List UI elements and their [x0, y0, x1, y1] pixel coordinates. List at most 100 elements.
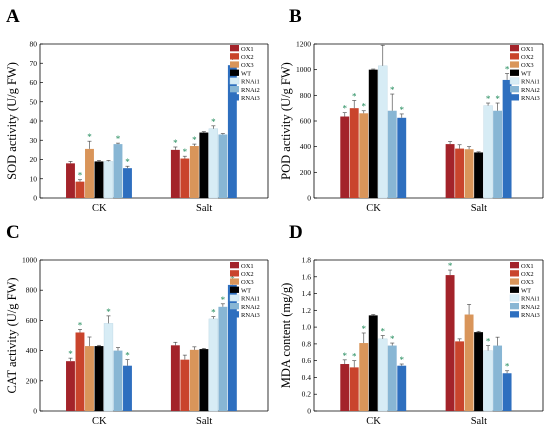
bar-RNAi1-CK — [378, 65, 388, 199]
y-tick-label: 400 — [300, 142, 312, 151]
significance-star: * — [486, 337, 491, 347]
y-tick-label: 400 — [26, 346, 38, 355]
y-tick-label: 200 — [26, 376, 38, 385]
bar-RNAi1-Salt — [208, 318, 219, 412]
legend-label-RNAi1: RNAi1 — [521, 296, 540, 303]
legend-label-OX3: OX3 — [241, 62, 254, 69]
legend-label-WT: WT — [241, 70, 251, 77]
bar-RNAi2-CK — [113, 350, 123, 411]
legend-label-OX2: OX2 — [521, 271, 534, 278]
legend-label-RNAi3: RNAi3 — [521, 312, 540, 319]
legend-swatch-OX3 — [510, 61, 519, 68]
bar-OX1-CK — [66, 361, 75, 411]
significance-star: * — [221, 295, 226, 305]
legend-swatch-RNAi2 — [510, 303, 519, 310]
legend-label-RNAi2: RNAi2 — [521, 304, 540, 311]
y-tick-label: 1.2 — [302, 306, 312, 315]
bar-RNAi1-CK — [103, 323, 114, 412]
bar-WT-CK — [368, 315, 378, 411]
significance-star: * — [125, 351, 130, 361]
legend-label-WT: WT — [521, 287, 531, 294]
bar-OX1-Salt — [445, 275, 455, 411]
legend-label-OX3: OX3 — [521, 62, 534, 69]
bar-RNAi3-Salt — [227, 65, 237, 198]
x-category-label: CK — [366, 203, 381, 214]
significance-star: * — [106, 307, 111, 317]
significance-star: * — [230, 55, 235, 65]
bar-OX2-Salt — [455, 341, 465, 411]
y-tick-label: 800 — [300, 91, 312, 100]
bar-WT-Salt — [474, 152, 484, 198]
chart-panel-D: D 0 0.2 0.4 0.6 0.8 1.0 1.2 1.4 1.6 1.8 MDA content… — [279, 222, 544, 427]
bar-OX1-Salt — [445, 144, 455, 198]
x-category-label: CK — [366, 416, 381, 427]
bar-RNAi2-Salt — [493, 345, 503, 411]
legend-label-OX3: OX3 — [521, 279, 534, 286]
legend-swatch-RNAi1 — [509, 77, 520, 85]
x-category-label: Salt — [196, 416, 212, 427]
y-axis-label: POD activity (U/g FW) — [279, 62, 293, 180]
legend-swatch-OX2 — [230, 53, 239, 60]
significance-star: * — [342, 351, 347, 361]
bar-OX2-Salt — [180, 359, 190, 411]
y-tick-label: 0 — [307, 407, 311, 416]
significance-star: * — [125, 157, 130, 167]
y-tick-label: 70 — [30, 59, 38, 68]
bar-RNAi3-Salt — [502, 79, 512, 198]
significance-star: * — [505, 362, 510, 372]
bar-OX3-CK — [359, 343, 369, 411]
legend-label-OX3: OX3 — [241, 279, 254, 286]
legend-label-OX2: OX2 — [241, 54, 254, 61]
x-category-label: Salt — [471, 416, 487, 427]
bar-WT-Salt — [199, 349, 209, 411]
legend-swatch-OX3 — [230, 61, 239, 68]
bar-RNAi3-Salt — [227, 284, 237, 411]
legend-swatch-WT — [230, 69, 239, 76]
legend-label-RNAi1: RNAi1 — [241, 79, 260, 86]
significance-star: * — [116, 134, 121, 144]
y-tick-label: 10 — [30, 174, 38, 183]
y-tick-label: 1.8 — [302, 256, 312, 265]
significance-star: * — [87, 132, 92, 142]
legend-swatch-OX1 — [510, 45, 519, 52]
y-tick-label: 600 — [300, 117, 312, 126]
bar-WT-Salt — [199, 132, 209, 198]
legend-label-WT: WT — [241, 287, 251, 294]
y-tick-label: 1.4 — [302, 289, 312, 298]
y-tick-label: 0.8 — [302, 339, 312, 348]
bar-OX2-Salt — [455, 148, 465, 198]
legend-swatch-OX2 — [510, 53, 519, 60]
legend-label-WT: WT — [521, 70, 531, 77]
bar-RNAi2-Salt — [493, 110, 503, 198]
y-tick-label: 600 — [26, 316, 38, 325]
panel-label: B — [289, 6, 302, 27]
bar-WT-CK — [368, 69, 378, 199]
bar-RNAi3-CK — [397, 117, 407, 198]
significance-star: * — [78, 320, 83, 330]
y-tick-label: 20 — [30, 155, 38, 164]
bar-OX3-Salt — [464, 149, 474, 198]
legend-swatch-OX1 — [230, 262, 239, 269]
y-tick-label: 50 — [30, 97, 38, 106]
significance-star: * — [495, 94, 500, 104]
y-tick-label: 800 — [26, 286, 38, 295]
x-category-label: CK — [92, 416, 107, 427]
bar-RNAi3-CK — [123, 365, 132, 411]
bar-OX3-CK — [359, 113, 369, 198]
y-tick-label: 60 — [30, 78, 38, 87]
legend-swatch-RNAi2 — [510, 86, 519, 93]
significance-star: * — [380, 327, 385, 337]
bar-RNAi1-CK — [103, 161, 114, 199]
legend-swatch-RNAi1 — [229, 294, 240, 302]
y-tick-label: 1000 — [296, 65, 311, 74]
significance-star: * — [390, 334, 395, 344]
significance-star: * — [505, 65, 510, 75]
bar-RNAi2-CK — [113, 144, 123, 198]
significance-star: * — [361, 324, 366, 334]
y-tick-label: 30 — [30, 136, 38, 145]
legend-label-RNAi1: RNAi1 — [521, 79, 540, 86]
bar-RNAi2-CK — [387, 110, 397, 198]
y-axis-label: MDA content (mg/g) — [279, 283, 293, 389]
bar-OX1-CK — [66, 163, 75, 198]
legend-label-OX1: OX1 — [241, 263, 254, 270]
